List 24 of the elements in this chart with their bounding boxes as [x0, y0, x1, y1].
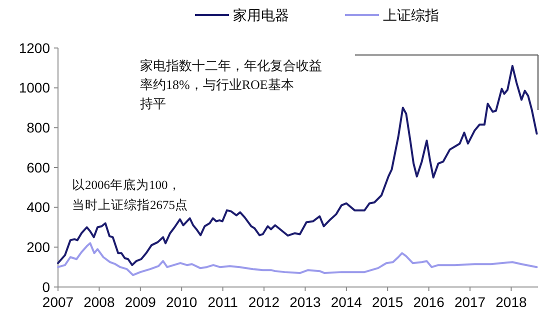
x-tick-label: 2007	[42, 294, 74, 310]
x-tick-label: 2010	[166, 294, 198, 310]
x-tick-label: 2009	[124, 294, 156, 310]
x-tick-label: 2016	[413, 294, 445, 310]
line-series	[57, 242, 538, 276]
y-tick-label: 0	[42, 278, 50, 295]
annotation: 以2006年底为100，当时上证综指2675点	[72, 178, 188, 212]
x-tick-label: 2012	[248, 294, 280, 310]
y-tick-label: 1000	[18, 80, 50, 96]
x-tick-label: 2011	[208, 294, 238, 310]
x-tick-label: 2018	[496, 294, 527, 310]
y-tick-label: 600	[26, 159, 50, 176]
x-tick-label: 2008	[84, 294, 115, 310]
x-tick-label: 2015	[372, 294, 404, 310]
annotation: 家电指数十二年，年化复合收益率约18%，与行业ROE基本持平	[140, 58, 322, 111]
legend-label: 上证综指	[383, 8, 439, 24]
y-tick-label: 400	[26, 199, 50, 216]
x-tick-label: 2017	[454, 294, 486, 310]
x-tick-label: 2014	[330, 294, 362, 310]
y-tick-label: 1200	[18, 40, 50, 56]
legend-label: 家用电器	[233, 8, 289, 24]
x-tick-label: 2013	[290, 294, 321, 310]
y-tick-label: 800	[26, 120, 50, 136]
y-tick-label: 200	[26, 239, 50, 256]
